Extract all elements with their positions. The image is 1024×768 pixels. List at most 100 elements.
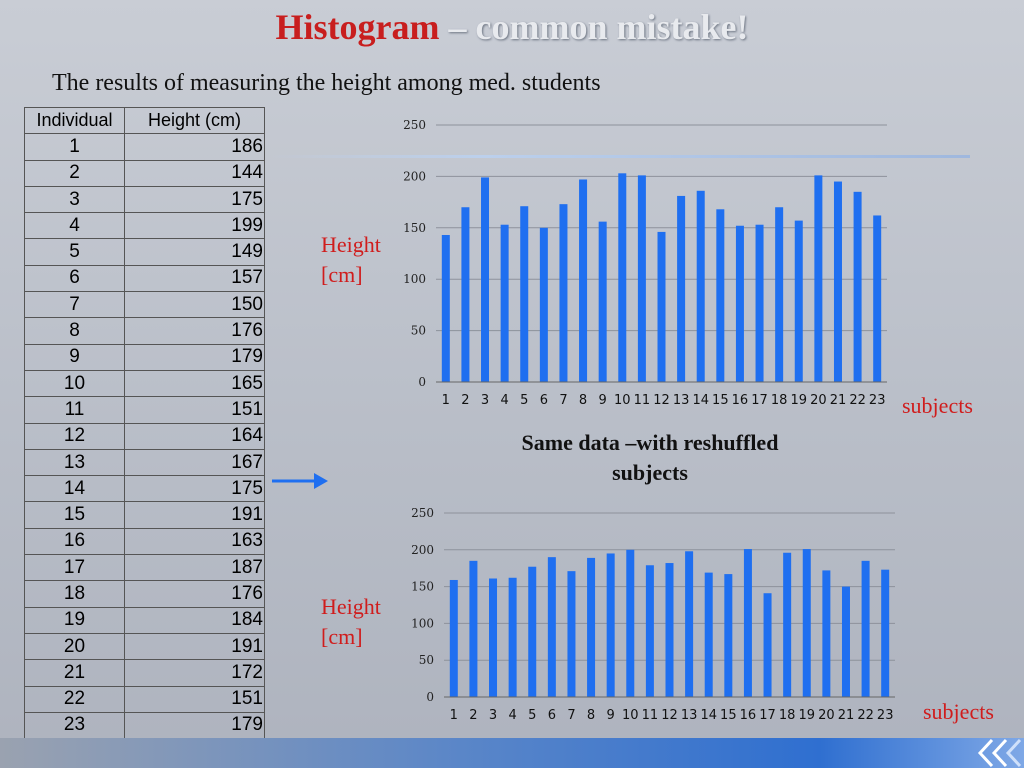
- cell-height: 175: [124, 475, 265, 503]
- cell-individual: 21: [24, 659, 125, 687]
- cell-individual: 16: [24, 527, 125, 556]
- chart-reshuffled-svg-bar: [763, 593, 772, 697]
- chart-reshuffled-svg-bar: [704, 572, 713, 697]
- cell-height: 191: [124, 632, 265, 661]
- table-row: 1 186: [24, 133, 265, 161]
- chart-original-svg-bar: [618, 173, 627, 382]
- chart-original-svg-bar: [853, 191, 862, 382]
- cell-individual: 8: [24, 317, 125, 345]
- chart-original-svg-xtick-label: 15: [712, 393, 729, 408]
- decorative-line: [270, 155, 970, 158]
- chart-original-svg-bar: [598, 221, 607, 382]
- cell-height: 176: [124, 317, 265, 345]
- ylabel-line1: Height: [321, 594, 381, 619]
- chart-reshuffled-svg-bar: [743, 549, 752, 697]
- cell-height: 165: [124, 369, 265, 398]
- cell-height: 151: [124, 396, 265, 424]
- cell-height: 172: [124, 659, 265, 687]
- column-header-height: Height (cm): [124, 106, 265, 135]
- chart-reshuffled-svg-bar: [802, 549, 811, 697]
- chart-original-svg-xtick-label: 16: [732, 393, 749, 408]
- chart-original-svg-xtick-label: 22: [849, 393, 866, 408]
- chart-original-svg-bar: [559, 204, 568, 382]
- chart-reshuffled-svg-bar: [822, 570, 831, 697]
- chart-original-svg-bar: [696, 190, 705, 382]
- chart-original-svg-bar: [755, 224, 764, 382]
- chart-reshuffled-svg-ytick-label: 50: [419, 653, 434, 667]
- chart-original-svg-xtick-label: 1: [442, 393, 450, 408]
- arrow-right-icon: [272, 473, 328, 489]
- cell-height: 186: [124, 133, 265, 161]
- chart-reshuffled-xlabel: subjects: [923, 699, 994, 724]
- chart-original-svg-bar: [716, 209, 725, 382]
- chart-reshuffled-svg-xtick-label: 11: [642, 708, 659, 723]
- table-body: 1 186 2 144 3 175 4 199 5 149 6 157 7 150 8 176 9 179 10 16…: [24, 133, 265, 740]
- chart-original-svg-ytick-label: 0: [418, 375, 426, 389]
- table-row: 22 151: [24, 685, 265, 713]
- chart-original-svg-xtick-label: 4: [500, 393, 508, 408]
- cell-individual: 12: [24, 422, 125, 450]
- heading-line1: Same data –with reshuffled: [521, 430, 779, 455]
- cell-individual: 17: [24, 554, 125, 582]
- cell-individual: 9: [24, 343, 125, 371]
- chart-reshuffled-svg-bar: [587, 557, 596, 697]
- chart-original-svg-xtick-label: 11: [634, 393, 651, 408]
- bottom-bar: [0, 738, 1024, 768]
- chart-original-svg-bar: [441, 234, 450, 382]
- cell-individual: 2: [24, 159, 125, 187]
- chart-original-svg-bar: [637, 175, 646, 382]
- table-header-row: Individual Height (cm): [24, 106, 265, 135]
- cell-individual: 6: [24, 264, 125, 293]
- ylabel-line1: Height: [321, 232, 381, 257]
- cell-height: 149: [124, 238, 265, 266]
- chart-original-xlabel: subjects: [902, 393, 973, 418]
- chart-original-svg-xtick-label: 10: [614, 393, 631, 408]
- cell-height: 179: [124, 711, 265, 740]
- table-row: 3 175: [24, 185, 265, 214]
- chart-reshuffled-svg-bar: [528, 566, 537, 697]
- chart-original-svg-bar: [873, 215, 882, 382]
- chart-original-svg-xtick-label: 9: [599, 393, 607, 408]
- chart-reshuffled-svg-xtick-label: 1: [450, 708, 458, 723]
- chart-reshuffled-svg-bar: [449, 579, 458, 697]
- cell-individual: 3: [24, 185, 125, 214]
- chart-original-svg-bar: [794, 220, 803, 382]
- cell-height: 175: [124, 185, 265, 214]
- table-row: 14 175: [24, 475, 265, 503]
- chart-reshuffled-svg-ytick-label: 0: [426, 690, 434, 704]
- heading-line2: subjects: [612, 460, 688, 485]
- chart-reshuffled-svg-ytick-label: 200: [411, 543, 434, 557]
- chart-reshuffled-svg-bar: [547, 557, 556, 697]
- table-row: 2 144: [24, 159, 265, 187]
- chart-original-svg-xtick-label: 6: [540, 393, 548, 408]
- table-row: 11 151: [24, 396, 265, 424]
- column-header-individual: Individual: [24, 106, 125, 135]
- cell-individual: 4: [24, 212, 125, 240]
- chart-original-svg-ytick-label: 100: [403, 272, 426, 286]
- cell-individual: 15: [24, 501, 125, 529]
- slide-title: Histogram – common mistake!: [0, 6, 1024, 48]
- chart-original-svg-xtick-label: 20: [810, 393, 827, 408]
- double-chevron-icon: [977, 738, 1022, 768]
- chart-reshuffled-svg-xtick-label: 10: [622, 708, 639, 723]
- table-row: 23 179: [24, 711, 265, 740]
- chart-original-ylabel: Height [cm]: [321, 230, 381, 290]
- chart-reshuffled-svg-xtick-label: 9: [607, 708, 615, 723]
- cell-height: 163: [124, 527, 265, 556]
- cell-individual: 22: [24, 685, 125, 713]
- cell-height: 151: [124, 685, 265, 713]
- chart-original-svg-xtick-label: 21: [830, 393, 847, 408]
- table-row: 9 179: [24, 343, 265, 371]
- chart-original-svg-xtick-label: 18: [771, 393, 788, 408]
- chart-original-svg-xtick-label: 5: [520, 393, 528, 408]
- chart-original-svg-bar: [677, 195, 686, 382]
- chart-original-svg-ytick-label: 250: [403, 118, 426, 132]
- chart-reshuffled-svg-xtick-label: 17: [759, 708, 776, 723]
- chart-reshuffled-svg-bar: [508, 577, 517, 697]
- chart-reshuffled-svg-bar: [841, 586, 850, 697]
- table-row: 20 191: [24, 632, 265, 661]
- chart-reshuffled-svg-xtick-label: 5: [528, 708, 536, 723]
- chart-reshuffled-svg-bar: [606, 553, 615, 697]
